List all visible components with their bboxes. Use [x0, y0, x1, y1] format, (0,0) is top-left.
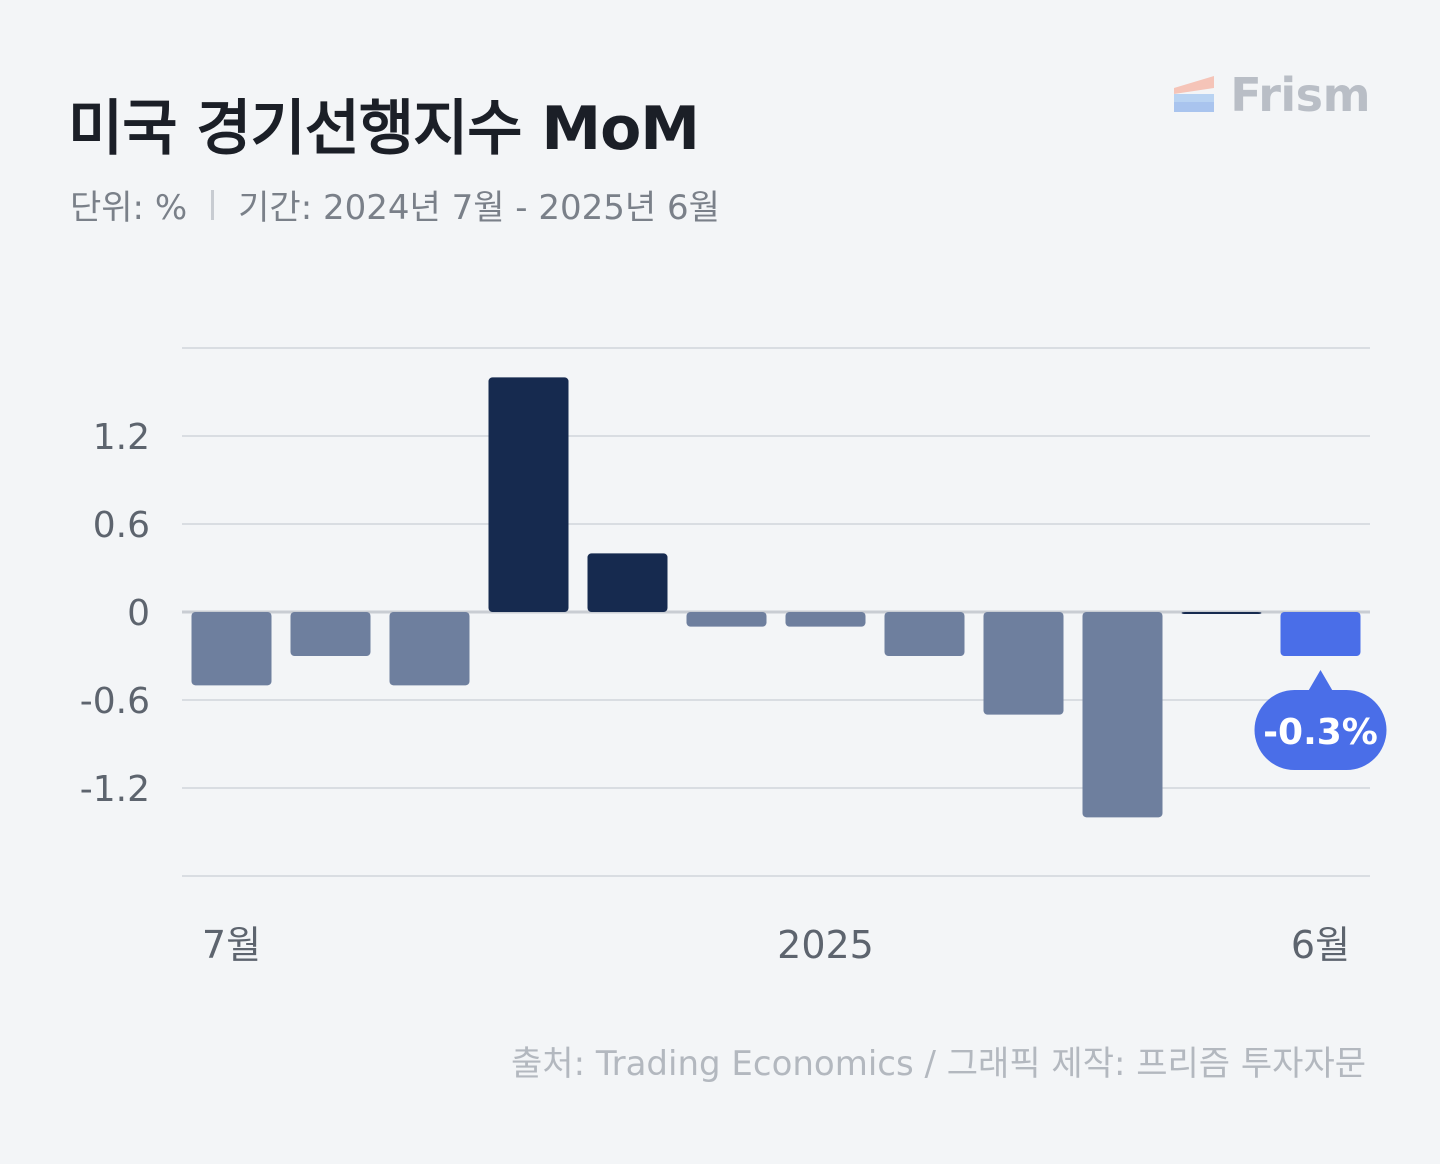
brand-name: Frism	[1230, 68, 1370, 122]
y-tick-label: -0.6	[80, 681, 150, 722]
chart-subtitle: 단위: % 기간: 2024년 7월 - 2025년 6월	[70, 180, 720, 229]
bar	[686, 612, 767, 627]
bar	[1082, 612, 1163, 818]
x-tick-label: 2025	[777, 923, 874, 967]
subtitle-divider	[211, 189, 215, 220]
x-tick-label: 7월	[202, 923, 261, 967]
y-tick-label: -1.2	[80, 769, 150, 810]
y-tick-label: 0	[127, 593, 150, 634]
bar	[587, 553, 668, 612]
callout-badge	[1254, 690, 1387, 770]
bar	[488, 377, 569, 612]
bar	[191, 612, 272, 686]
bar	[983, 612, 1064, 715]
bar	[389, 612, 470, 686]
callout-pointer	[1306, 670, 1335, 694]
callout-value-label: -0.3%	[1263, 712, 1378, 753]
x-tick-label: 6월	[1291, 923, 1350, 967]
brand-logo: Frism	[1174, 68, 1370, 122]
unit-label: 단위: %	[70, 188, 188, 228]
chart-title: 미국 경기선행지수 MoM	[68, 94, 700, 164]
bar	[1280, 612, 1361, 656]
y-tick-label: 0.6	[93, 505, 150, 546]
bar	[1181, 612, 1262, 614]
bar	[290, 612, 371, 656]
frism-logo-icon	[1174, 76, 1215, 112]
period-label: 기간: 2024년 7월 - 2025년 6월	[238, 188, 720, 228]
bar	[884, 612, 965, 656]
bar	[785, 612, 866, 627]
source-note: 출처: Trading Economics / 그래픽 제작: 프리즘 투자자문	[511, 1044, 1366, 1084]
y-tick-label: 1.2	[93, 417, 150, 458]
